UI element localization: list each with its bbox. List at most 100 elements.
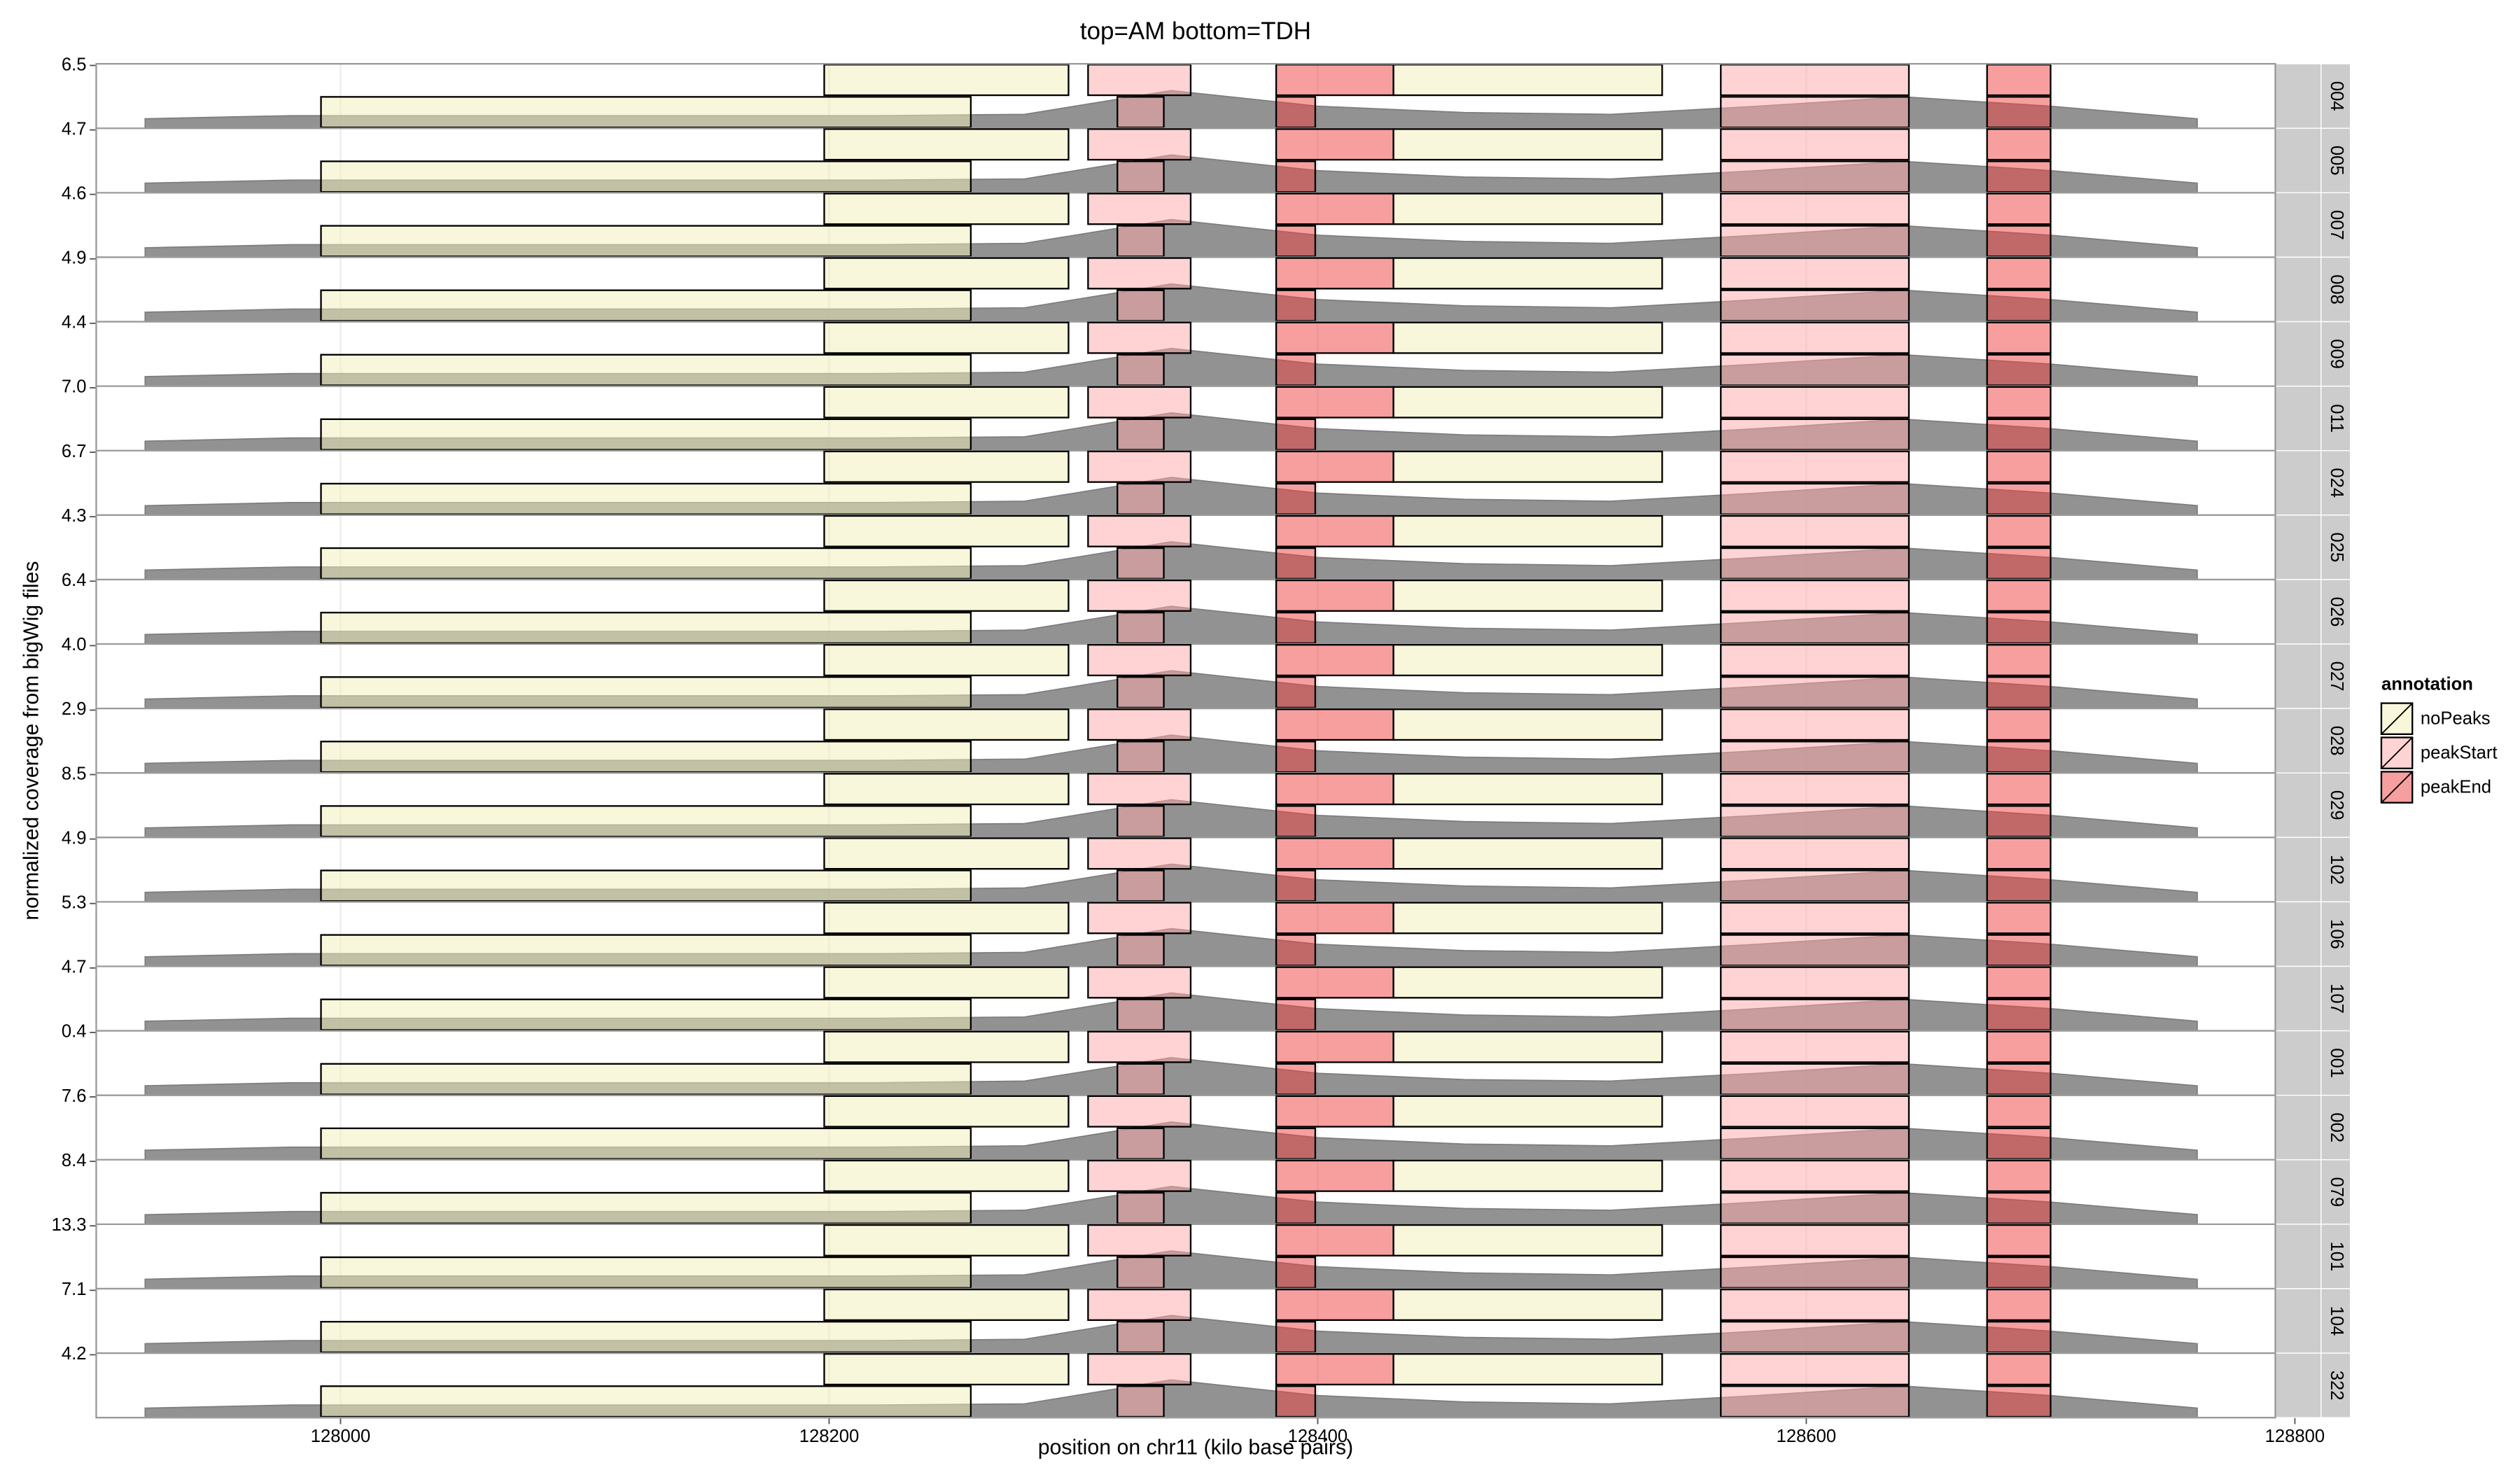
strip: [2274, 836, 2322, 903]
y-tick-label: 8.4: [62, 1151, 87, 1170]
annotation-region: [1116, 1127, 1165, 1160]
annotation-region: [1392, 450, 1663, 483]
strip-id: 007: [2327, 210, 2346, 240]
annotation-region: [320, 96, 972, 129]
x-axis-label: position on chr11 (kilo base pairs): [1038, 1436, 1354, 1459]
annotation-region: [1275, 289, 1317, 322]
annotation-region: [1986, 482, 2052, 515]
annotation-region: [1986, 1224, 2052, 1256]
annotation-region: [823, 1353, 1070, 1386]
annotation-region: [320, 611, 972, 645]
annotation-region: [1720, 805, 1910, 838]
annotation-region: [1392, 386, 1663, 419]
annotation-region: [1986, 966, 2052, 999]
annotation-region: [320, 676, 972, 709]
annotation-region: [1986, 547, 2052, 580]
annotation-region: [1087, 192, 1192, 225]
y-tick-label: 6.7: [62, 442, 87, 461]
annotation-region: [1392, 1159, 1663, 1192]
annotation-region: [1986, 160, 2052, 193]
annotation-region: [1275, 998, 1317, 1031]
y-tick-label: 4.2: [62, 1344, 87, 1364]
annotation-region: [1986, 64, 2052, 97]
annotation-region: [1275, 1127, 1317, 1160]
annotation-region: [1986, 837, 2052, 870]
annotation-region: [1986, 225, 2052, 258]
strip: [2274, 1030, 2322, 1096]
annotation-region: [1275, 1321, 1317, 1354]
strip: [2274, 643, 2322, 709]
annotation-region: [320, 160, 972, 193]
strip-id: 005: [2327, 146, 2346, 176]
strip-id: 001: [2327, 1048, 2346, 1078]
annotation-region: [823, 450, 1070, 483]
annotation-region: [1275, 1353, 1394, 1386]
annotation-region: [1392, 773, 1663, 806]
annotation-region: [1720, 450, 1910, 483]
annotation-region: [1720, 1353, 1910, 1386]
annotation-region: [1720, 160, 1910, 193]
annotation-region: [1116, 869, 1165, 902]
annotation-region: [1087, 1159, 1192, 1192]
annotation-region: [823, 773, 1070, 806]
annotation-region: [320, 741, 972, 774]
y-tick-label: 13.3: [52, 1215, 87, 1235]
annotation-region: [1087, 644, 1192, 677]
strip: [2274, 256, 2322, 323]
annotation-region: [823, 321, 1070, 354]
annotation-region: [1275, 869, 1317, 902]
annotation-region: [823, 257, 1070, 290]
strip: [2274, 901, 2322, 967]
x-tick-label: 128000: [311, 1427, 371, 1446]
annotation-region: [1087, 450, 1192, 483]
strip: [2274, 514, 2322, 580]
annotation-region: [1116, 805, 1165, 838]
annotation-region: [1720, 644, 1910, 677]
y-tick-label: 2.9: [62, 699, 87, 719]
annotation-region: [1986, 611, 2052, 645]
annotation-region: [1275, 64, 1394, 97]
annotation-region: [320, 418, 972, 451]
annotation-region: [1116, 1385, 1165, 1418]
annotation-region: [1087, 1224, 1192, 1256]
strip: [2274, 1094, 2322, 1161]
annotation-region: [1720, 128, 1910, 161]
strip-id: 101: [2327, 1242, 2346, 1272]
annotation-region: [1720, 64, 1910, 97]
strip-id: 106: [2327, 919, 2346, 949]
strip: [2274, 63, 2322, 129]
strip-id: 008: [2327, 274, 2346, 304]
annotation-region: [1116, 354, 1165, 386]
strip-id: 027: [2327, 662, 2346, 692]
annotation-region: [1275, 160, 1317, 193]
annotation-region: [1275, 386, 1394, 419]
annotation-region: [1392, 708, 1663, 741]
strip: [2320, 901, 2351, 967]
annotation-region: [1986, 579, 2052, 612]
annotation-region: [1720, 1385, 1910, 1418]
strip: [2274, 1352, 2322, 1418]
annotation-region: [1275, 934, 1317, 967]
strip: [2274, 1288, 2322, 1354]
annotation-region: [1116, 1191, 1165, 1224]
annotation-region: [1087, 64, 1192, 97]
annotation-region: [1087, 966, 1192, 999]
annotation-region: [1392, 1288, 1663, 1322]
y-tick-label: 7.1: [62, 1280, 87, 1299]
annotation-region: [823, 1030, 1070, 1063]
annotation-region: [1986, 934, 2052, 967]
strip-id: 104: [2327, 1306, 2346, 1336]
strip: [2274, 579, 2322, 645]
annotation-region: [1116, 1256, 1165, 1289]
y-tick-label: 4.4: [62, 313, 87, 332]
annotation-region: [1720, 257, 1910, 290]
annotation-region: [1116, 289, 1165, 322]
annotation-region: [1275, 1095, 1394, 1128]
annotation-region: [1986, 1256, 2052, 1289]
strip: [2320, 127, 2351, 194]
annotation-region: [823, 902, 1070, 934]
annotation-region: [1986, 805, 2052, 838]
annotation-region: [1986, 192, 2052, 225]
annotation-region: [1392, 1353, 1663, 1386]
annotation-region: [1986, 1321, 2052, 1354]
